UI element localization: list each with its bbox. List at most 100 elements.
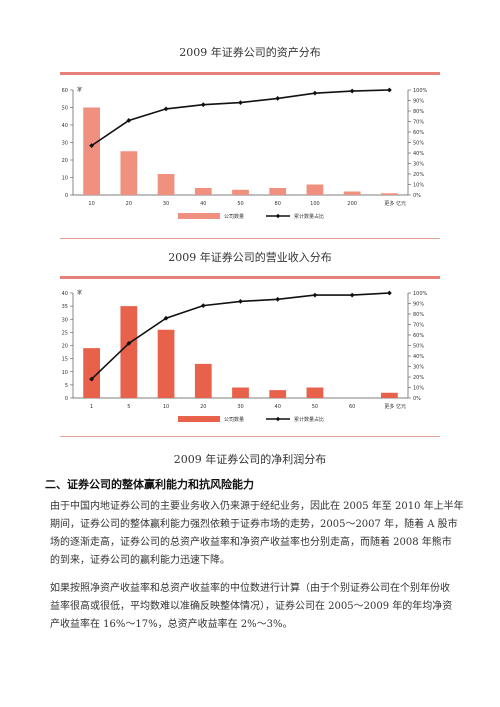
legend-line-label: 累计数量占比 [294,213,324,220]
y-tick-label: 40 [62,123,68,129]
paragraph-1-line: 期间，证券公司的整体赢利能力强烈依赖于证券市场的走势，2005～2007 年，随… [50,519,458,530]
bar [194,188,212,195]
y-tick-label: 20 [62,344,68,350]
x-tick-label: 5 [127,404,130,410]
line-point [275,96,281,101]
y-tick-label: 35 [62,304,68,310]
legend-line-label: 累计数量占比 [294,416,324,423]
line-point [275,296,281,302]
line-point [349,88,355,94]
y-tick-label: 30 [62,317,68,323]
x-tick-label: 60 [349,404,355,410]
x-tick-label: 200 [347,201,357,207]
y-tick-label: 25 [62,330,68,336]
x-tick-label: 50 [312,404,318,410]
y2-tick-label: 70% [413,120,424,126]
bar [83,348,100,398]
bar [343,191,361,195]
chart-1-top-rule [60,72,440,75]
x-tick-label: 1 [90,404,93,410]
x-tick-label: 40 [200,201,206,207]
y2-tick-label: 80% [413,312,424,318]
y-tick-label: 10 [62,176,68,182]
x-unit-label: 亿元 [396,200,406,207]
line-point [349,292,355,298]
y-tick-label: 5 [65,383,68,389]
chart-2-title: 2009 年证券公司的营业收入分布 [168,251,332,264]
chart-2-bottom-rule [60,436,440,437]
chart-3-title: 2009 年证券公司的净利润分布 [173,453,327,466]
y-tick-label: 0 [65,193,68,199]
y2-tick-label: 70% [413,323,424,329]
y2-tick-label: 90% [413,99,424,105]
line-point [163,315,169,321]
y-tick-label: 10 [62,370,68,376]
legend-line-marker [275,416,281,422]
y-tick-label: 20 [62,158,68,164]
bar [381,193,398,195]
y2-tick-label: 0% [413,193,421,199]
line-point [386,87,392,93]
x-tick-label: 30 [237,404,243,410]
x-tick-label: 40 [275,404,281,410]
x-tick-label: 20 [126,201,132,207]
x-tick-label: 100 [310,201,320,207]
line-point [200,102,206,108]
legend-bar-label: 公司数量 [224,213,244,220]
line-point [163,106,169,112]
bar [120,306,138,398]
x-tick-label: 10 [163,404,169,410]
legend-bar-swatch [178,213,220,219]
y2-tick-label: 30% [413,162,424,168]
paragraph-1-line: 场的逐渐走高，证券公司的总资产收益率和净资产收益率也分别走高，而随着 2008 … [50,537,452,548]
y2-tick-label: 50% [413,344,424,350]
legend-bar-label: 公司数量 [224,416,244,423]
line-point [200,303,206,308]
y-tick-label: 0 [65,396,68,402]
legend-line-marker [275,213,281,219]
y2-tick-label: 60% [413,333,424,339]
line-point [312,292,318,298]
bar [83,107,100,195]
paragraph-2: 如果按照净资产收益率和总资产收益率的中位数进行计算（由于个别证券公司在个别年份收… [50,580,470,634]
y2-tick-label: 60% [413,130,424,136]
y2-tick-label: 50% [413,141,424,147]
y2-tick-label: 20% [413,172,424,178]
y2-tick-label: 20% [413,375,424,381]
y2-tick-label: 80% [413,109,424,115]
y-unit-label: 家 [77,86,82,93]
line-point [89,143,95,149]
bar [157,329,175,398]
line-point [126,118,132,123]
chart-1-title: 2009 年证券公司的资产分布 [179,46,321,59]
bar [157,174,175,195]
bar [306,184,324,195]
paragraph-1: 由于中国内地证券公司的主要业务收入仍来源于经纪业务，因此在 2005 年至 20… [50,498,470,570]
y2-tick-label: 0% [413,396,421,402]
paragraph-1-line: 的到来，证券公司的赢利能力迅速下降。 [50,555,230,566]
y-unit-label: 家 [77,289,82,296]
bar [381,392,398,398]
y2-tick-label: 40% [413,354,424,360]
x-tick-label: 更多 [384,403,394,410]
line-point [238,299,243,304]
bar [232,387,249,398]
chart-2-top-rule [60,276,440,279]
y2-tick-label: 100% [413,88,428,94]
line-point [238,100,243,105]
cumulative-line [91,89,390,147]
paragraph-2-line: 益率很高或很低，平均数难以准确反映整体情况），证券公司在 2005～2009 年… [50,601,453,612]
chart-1-asset-distribution: 0 10 20 30 40 50 60 0% 10% 20% 30% 40% 50% 60% 70% 80% 9… [62,86,428,220]
paragraph-2-line: 产收益率在 16%～17%，总资产收益率在 2%～3%。 [50,619,293,630]
paragraph-1-line: 由于中国内地证券公司的主要业务收入仍来源于经纪业务，因此在 2005 年至 20… [50,501,464,512]
bar [306,387,324,398]
y-tick-label: 60 [62,88,68,94]
bar [194,363,212,398]
y2-tick-label: 10% [413,386,424,392]
x-tick-label: 50 [237,201,243,207]
chart-1-bottom-rule [60,238,440,239]
line-point [126,341,132,346]
y2-tick-label: 100% [413,291,428,297]
chart-2-revenue-distribution: 05101520253035400%10%20%30%40%50%60%70%8… [62,289,428,423]
y2-tick-label: 90% [413,302,424,308]
